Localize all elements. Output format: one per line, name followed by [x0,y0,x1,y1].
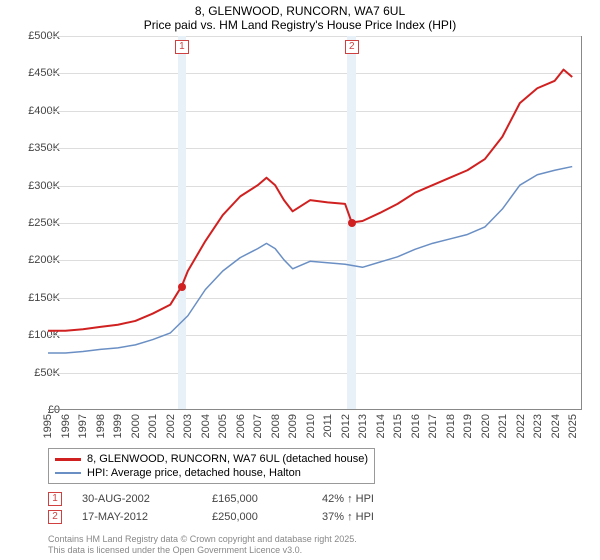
sale-point-marker [178,283,186,291]
x-tick-label: 2025 [567,414,579,438]
legend-swatch-red [55,458,81,461]
x-tick-label: 2015 [392,414,404,438]
attribution: Contains HM Land Registry data © Crown c… [48,534,357,556]
x-tick-label: 2019 [462,414,474,438]
legend-swatch-blue [55,472,81,474]
x-tick-label: 2011 [322,414,334,438]
x-tick-label: 2017 [427,414,439,438]
x-tick-label: 2000 [130,414,142,438]
x-tick-label: 2018 [445,414,457,438]
x-tick-label: 2014 [375,414,387,438]
chart-plot-area: 12 [48,36,582,410]
legend: 8, GLENWOOD, RUNCORN, WA7 6UL (detached … [48,448,375,484]
title-subtitle: Price paid vs. HM Land Registry's House … [0,18,600,32]
x-tick-label: 2006 [235,414,247,438]
sales-row: 1 30-AUG-2002 £165,000 42% ↑ HPI [48,490,412,508]
legend-row-hpi: HPI: Average price, detached house, Halt… [55,466,368,480]
chart-lines [48,36,581,409]
x-tick-label: 1999 [112,414,124,438]
attribution-line1: Contains HM Land Registry data © Crown c… [48,534,357,545]
x-tick-label: 2004 [200,414,212,438]
sale-hpi-1: 42% ↑ HPI [322,493,412,505]
legend-row-price-paid: 8, GLENWOOD, RUNCORN, WA7 6UL (detached … [55,452,368,466]
sale-marker-1: 1 [48,492,62,506]
x-tick-label: 2012 [340,414,352,438]
x-tick-label: 2023 [532,414,544,438]
x-tick-label: 2010 [305,414,317,438]
x-tick-label: 2003 [182,414,194,438]
sales-row: 2 17-MAY-2012 £250,000 37% ↑ HPI [48,508,412,526]
x-tick-label: 1998 [95,414,107,438]
sale-point-marker [348,219,356,227]
sale-hpi-2: 37% ↑ HPI [322,511,412,523]
x-tick-label: 1997 [77,414,89,438]
sale-price-1: £165,000 [212,493,302,505]
chart-container: 8, GLENWOOD, RUNCORN, WA7 6UL Price paid… [0,0,600,560]
legend-label-1: 8, GLENWOOD, RUNCORN, WA7 6UL (detached … [87,453,368,465]
x-tick-label: 2002 [165,414,177,438]
x-tick-label: 2022 [515,414,527,438]
legend-label-2: HPI: Average price, detached house, Halt… [87,467,301,479]
titles: 8, GLENWOOD, RUNCORN, WA7 6UL Price paid… [0,0,600,32]
x-tick-label: 2013 [357,414,369,438]
x-tick-label: 2016 [410,414,422,438]
x-tick-label: 1995 [42,414,54,438]
x-tick-label: 2008 [270,414,282,438]
x-tick-label: 2020 [480,414,492,438]
title-address: 8, GLENWOOD, RUNCORN, WA7 6UL [0,4,600,18]
sale-date-2: 17-MAY-2012 [82,511,192,523]
x-tick-label: 2024 [550,414,562,438]
sale-price-2: £250,000 [212,511,302,523]
x-tick-label: 2009 [287,414,299,438]
x-tick-label: 2007 [252,414,264,438]
sales-table: 1 30-AUG-2002 £165,000 42% ↑ HPI 2 17-MA… [48,490,412,526]
x-tick-label: 2001 [147,414,159,438]
x-tick-label: 2005 [217,414,229,438]
sale-date-1: 30-AUG-2002 [82,493,192,505]
x-tick-label: 2021 [497,414,509,438]
attribution-line2: This data is licensed under the Open Gov… [48,545,357,556]
sale-marker-2: 2 [48,510,62,524]
x-tick-label: 1996 [60,414,72,438]
